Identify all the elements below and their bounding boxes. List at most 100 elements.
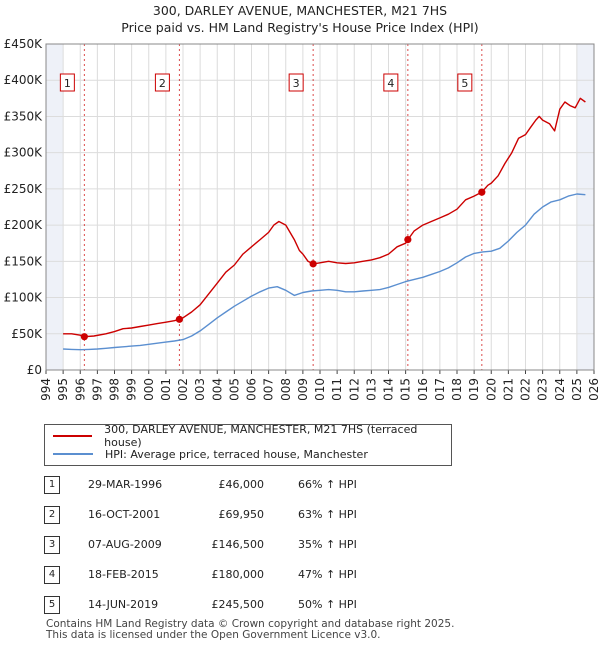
sale-row: 4 18-FEB-2015 £180,000 47% ↑ HPI [44, 566, 424, 584]
legend-item-property: 300, DARLEY AVENUE, MANCHESTER, M21 7HS … [53, 423, 451, 449]
sale-price: £46,000 [218, 478, 265, 491]
sale-date: 29-MAR-1996 [88, 478, 163, 491]
chart-subtitle: Price paid vs. HM Land Registry's House … [121, 20, 479, 35]
sale-point [80, 333, 88, 341]
legend-label-property: 300, DARLEY AVENUE, MANCHESTER, M21 7HS … [104, 423, 418, 449]
x-tick-label: 2011 [330, 378, 344, 400]
x-tick-label: 2008 [279, 378, 293, 400]
x-tick-label: 2009 [296, 378, 310, 400]
sale-date: 14-JUN-2019 [88, 598, 159, 611]
footer-copyright: Contains HM Land Registry data © Crown c… [46, 618, 455, 630]
sale-hpi-change: 47% ↑ HPI [298, 568, 357, 581]
x-tick-label: 2013 [364, 378, 378, 400]
legend-swatch-property [53, 435, 93, 437]
sale-number-badge: 3 [44, 536, 60, 554]
x-tick-label: 2014 [382, 378, 396, 400]
x-tick-label: 2020 [484, 378, 498, 400]
sale-label: 2 [159, 77, 166, 90]
sale-row: 5 14-JUN-2019 £245,500 50% ↑ HPI [44, 596, 424, 614]
sale-label-box [59, 73, 75, 92]
legend-item-hpi: HPI: Average price, terraced house, Manc… [53, 446, 368, 462]
x-tick-label: 2003 [193, 378, 207, 400]
x-tick-label: 2006 [245, 378, 259, 400]
x-tick-label: 1995 [56, 378, 70, 400]
x-tick-label: 2017 [433, 378, 447, 400]
shaded-range [576, 44, 594, 370]
x-tick-label: 2018 [450, 378, 464, 400]
x-tick-label: 2016 [416, 378, 430, 400]
y-tick-label: £300K [4, 146, 44, 160]
x-tick-label: 2001 [159, 378, 173, 400]
x-tick-label: 1997 [90, 378, 104, 400]
sale-date: 16-OCT-2001 [88, 508, 161, 521]
sale-label: 3 [293, 77, 300, 90]
x-tick-label: 2004 [210, 378, 224, 400]
x-tick-label: 2002 [176, 378, 190, 400]
y-tick-label: £350K [4, 109, 44, 123]
sale-hpi-change: 50% ↑ HPI [298, 598, 357, 611]
y-tick-label: £400K [4, 73, 44, 87]
x-tick-label: 2025 [570, 378, 584, 400]
sale-row: 1 29-MAR-1996 £46,000 66% ↑ HPI [44, 476, 424, 494]
chart-legend: 300, DARLEY AVENUE, MANCHESTER, M21 7HS … [44, 423, 452, 466]
x-tick-label: 2024 [553, 378, 567, 400]
y-tick-label: £450K [4, 37, 44, 51]
footer-licence: This data is licensed under the Open Gov… [46, 629, 381, 641]
sale-date: 07-AUG-2009 [88, 538, 162, 551]
shaded-range [46, 44, 64, 370]
legend-swatch-hpi [53, 453, 93, 455]
sale-label-box [457, 73, 473, 92]
sale-point [478, 188, 486, 196]
y-tick-label: £50K [11, 327, 43, 341]
x-tick-label: 2021 [501, 378, 515, 400]
x-tick-label: 1994 [39, 378, 53, 400]
hpi-line [63, 193, 586, 351]
sale-point [309, 260, 317, 268]
sale-label: 4 [387, 77, 394, 90]
footer: Contains HM Land Registry data © Crown c… [46, 619, 454, 641]
sale-price: £245,500 [211, 598, 265, 611]
sale-label: 5 [461, 77, 468, 90]
x-tick-label: 1996 [73, 378, 87, 400]
sale-hpi-change: 66% ↑ HPI [298, 478, 357, 491]
x-tick-label: 2012 [347, 378, 361, 400]
plot-frame [45, 43, 595, 371]
sale-label-box [288, 73, 304, 92]
x-tick-label: 2019 [467, 378, 481, 400]
sale-number-badge: 2 [44, 506, 60, 524]
sale-row: 3 07-AUG-2009 £146,500 35% ↑ HPI [44, 536, 424, 554]
sale-point [175, 315, 184, 323]
sale-date: 18-FEB-2015 [88, 568, 159, 581]
sale-price: £146,500 [211, 538, 265, 551]
y-tick-label: £150K [4, 254, 44, 268]
x-tick-label: 2026 [587, 378, 600, 400]
legend-label-hpi: HPI: Average price, terraced house, Manc… [105, 447, 368, 461]
sale-price: £180,000 [211, 568, 265, 581]
sale-hpi-change: 35% ↑ HPI [298, 538, 357, 551]
y-tick-label: £100K [4, 291, 44, 305]
x-tick-label: 2022 [519, 378, 533, 400]
y-tick-label: £0 [27, 363, 42, 377]
y-tick-label: £200K [4, 218, 44, 232]
property-price-line [63, 97, 586, 338]
x-tick-label: 1999 [125, 378, 139, 400]
sale-label-box [154, 73, 170, 92]
sale-point [404, 236, 412, 244]
x-tick-label: 2005 [227, 378, 241, 400]
sale-number-badge: 5 [44, 596, 60, 614]
sale-hpi-change: 63% ↑ HPI [298, 508, 357, 521]
price-chart: 1 2 3 4 5 £0 £50K £100K £150K £200K £250K £300K £35… [4, 37, 600, 400]
x-tick-label: 1998 [108, 378, 122, 400]
sale-number-badge: 1 [44, 476, 60, 494]
sale-number-badge: 4 [44, 566, 60, 584]
x-tick-label: 2023 [536, 378, 550, 400]
x-tick-label: 2000 [142, 378, 156, 400]
x-tick-label: 2010 [313, 378, 327, 400]
sale-label-box [383, 73, 399, 92]
sale-row: 2 16-OCT-2001 £69,950 63% ↑ HPI [44, 506, 424, 524]
chart-title: 300, DARLEY AVENUE, MANCHESTER, M21 7HS [152, 3, 448, 18]
y-tick-label: £250K [4, 182, 44, 196]
x-tick-label: 2015 [399, 378, 413, 400]
x-tick-label: 2007 [262, 378, 276, 400]
sale-label: 1 [64, 77, 71, 90]
